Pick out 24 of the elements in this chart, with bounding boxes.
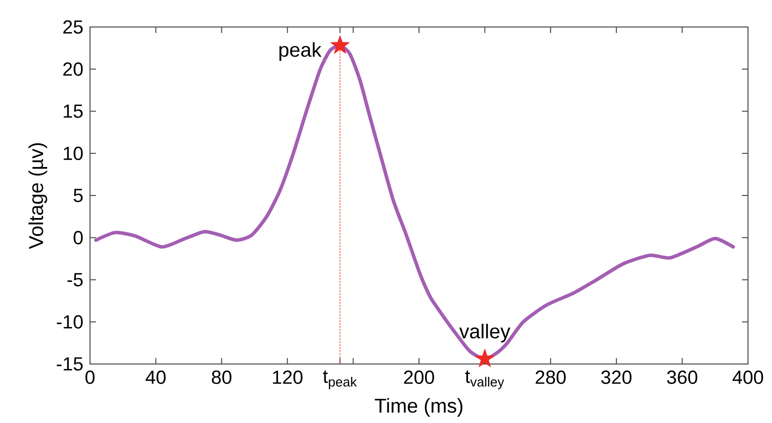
- x-tick-label: 0: [85, 370, 95, 384]
- annotation: peak: [279, 42, 322, 61]
- x-tick-label: t$_{valley}$: [465, 370, 504, 390]
- y-tick-label: 15: [64, 104, 83, 118]
- y-tick-label: -5: [67, 273, 83, 286]
- x-tick-label: 320: [601, 370, 632, 384]
- x-axis-title: Time (ms): [374, 398, 462, 417]
- x-tick-label: 40: [146, 370, 166, 384]
- y-tick-label: 20: [63, 62, 83, 76]
- y-axis-title: Voltage (µv): [28, 143, 48, 249]
- x-tick-label: 80: [212, 370, 232, 384]
- annotation: valley: [459, 324, 510, 342]
- x-tick-label: 360: [667, 370, 698, 384]
- x-tick-label: t$_{peak}$: [323, 370, 357, 390]
- y-tick-label: 0: [74, 230, 83, 244]
- x-tick-label: 400: [732, 370, 764, 384]
- y-tick-label: 10: [64, 146, 83, 160]
- x-tick-label: 120: [272, 370, 302, 384]
- x-tick-label: 280: [536, 370, 566, 384]
- x-tick-label: 200: [404, 370, 434, 384]
- y-tick-label: 5: [74, 188, 83, 202]
- y-tick-label: 25: [63, 20, 83, 34]
- y-tick-label: -15: [56, 357, 83, 371]
- y-tick-label: -10: [56, 315, 83, 329]
